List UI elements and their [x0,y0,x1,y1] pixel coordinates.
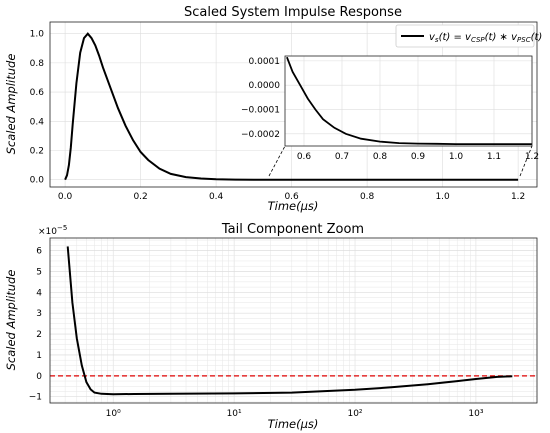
top-x-tick-label: 0.2 [133,192,147,202]
bottom-y-tick-label: 4 [36,288,42,298]
top-y-axis-label: Scaled Amplitude [4,54,18,155]
inset-y-tick-label: 0.0000 [249,81,281,91]
top-x-tick-label: 1.2 [511,192,525,202]
bottom-y-tick-label: 1 [36,351,42,361]
top-y-tick-label: 0.4 [30,117,45,127]
top-tick-labels: 0.0 0.2 0.4 0.6 0.8 1.0 1.2 0.0 0.2 0.4 0.6 0.8 1.0 [30,30,526,202]
top-y-tick-label: 0.8 [30,59,45,69]
bottom-y-tick-label: 5 [36,267,42,277]
top-x-tick-label: 0.4 [209,192,224,202]
bottom-axes-frame [49,237,538,404]
inset-x-tick-label: 1.1 [487,152,501,162]
inset-x-tick-label: 0.6 [297,152,312,162]
bottom-y-tick-label: −1 [29,393,42,403]
bottom-y-tick-label: 6 [36,247,42,257]
inset-y-tick-label: −0.0001 [241,106,280,116]
top-x-tick-label: 0.6 [284,192,299,202]
inset-frame [284,55,533,147]
inset-tick-labels: 0.6 0.7 0.8 0.9 1.0 1.1 1.2 0.0001 0.0000 −0.0001… [241,57,539,162]
bottom-tick-labels: 10⁰ 10¹ 10² 10³ −1 0 1 2 3 4 5 6 [29,247,484,419]
top-x-tick-label: 0.8 [360,192,375,202]
inset-zoom-panel: 0.6 0.7 0.8 0.9 1.0 1.1 1.2 0.0001 0.0000 −0.0001… [241,55,539,162]
bottom-chart-title: Tail Component Zoom [221,222,364,237]
bottom-y-axis-label: Scaled Amplitude [4,270,18,371]
top-y-tick-label: 0.6 [30,88,45,98]
top-x-tick-label: 0.0 [58,192,73,202]
inset-x-tick-label: 0.9 [411,152,426,162]
bottom-y-tick-label: 0 [36,372,42,382]
bottom-series-line [66,246,513,396]
zoom-connector-left [268,145,286,177]
inset-x-tick-label: 0.8 [373,152,388,162]
inset-x-tick-label: 0.7 [335,152,349,162]
top-y-tick-label: 1.0 [30,30,45,40]
inset-y-tick-label: −0.0002 [241,130,280,140]
legend-label: vs(t) = vCSP(t) ∗ vPSC(t) [429,32,542,44]
top-chart-title: Scaled System Impulse Response [184,5,402,20]
top-legend: vs(t) = vCSP(t) ∗ vPSC(t) [395,24,542,48]
top-series-line [64,32,519,181]
y-multiplier-label: ×10−5 [38,224,67,237]
bottom-y-tick-label: 3 [36,309,42,319]
bottom-x-tick-label: 10¹ [227,409,242,419]
bottom-plot-area [50,238,537,403]
inset-x-tick-label: 1.2 [525,152,539,162]
bottom-x-tick-label: 10³ [468,409,483,419]
top-y-tick-label: 0.0 [30,176,45,186]
top-y-tick-label: 0.2 [30,146,44,156]
bottom-x-axis-label: Time(μs) [268,417,319,431]
bottom-chart-panel: 10⁰ 10¹ 10² 10³ −1 0 1 2 3 4 5 6 Tail Component Zoo… [4,222,538,431]
zoom-connector-right [519,145,533,177]
top-chart-panel: 0.0 0.2 0.4 0.6 0.8 1.0 1.20.00.20.40.60.81.0 … [4,5,542,213]
bottom-y-tick-label: 2 [36,330,42,340]
inset-x-tick-label: 1.0 [449,152,464,162]
top-x-tick-label: 1.0 [435,192,450,202]
top-x-axis-label: Time(μs) [268,199,319,213]
inset-plot-area [285,56,532,146]
top-axes-frame [49,21,538,188]
inset-y-tick-label: 0.0001 [249,57,281,67]
inset-grid [285,56,533,146]
inset-series-line [286,56,532,145]
bottom-x-tick-label: 10⁰ [106,409,121,419]
bottom-x-tick-label: 10² [347,409,362,419]
